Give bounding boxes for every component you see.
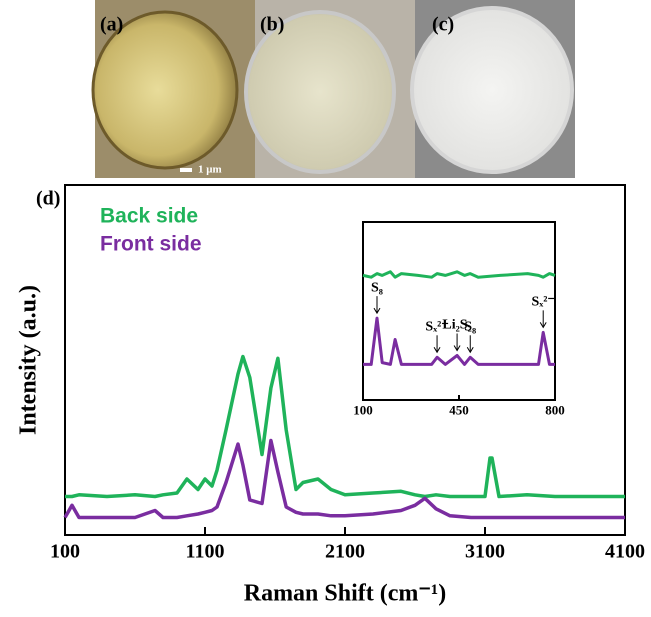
x-tick-label: 800 bbox=[545, 403, 565, 418]
panel-label: (b) bbox=[260, 14, 284, 36]
scale-bar-label: 1 μm bbox=[198, 164, 222, 176]
x-tick-label: 100 bbox=[50, 541, 80, 563]
x-axis-label: Raman Shift (cm⁻¹) bbox=[244, 581, 447, 607]
x-tick-label: 1100 bbox=[186, 541, 225, 563]
panel-label: (d) bbox=[36, 188, 60, 210]
annotation: S₈ bbox=[371, 280, 383, 295]
x-tick-label: 3100 bbox=[465, 541, 505, 563]
x-tick-label: 4100 bbox=[605, 541, 645, 563]
y-axis-label: Intensity (a.u.) bbox=[16, 285, 42, 435]
panel-label: (a) bbox=[100, 14, 123, 36]
legend-label: Front side bbox=[100, 233, 202, 256]
x-tick-label: 450 bbox=[449, 403, 469, 418]
panel-label: (c) bbox=[432, 14, 454, 36]
x-tick-label: 2100 bbox=[325, 541, 365, 563]
scale-bar bbox=[180, 168, 192, 172]
plot-frame bbox=[363, 222, 555, 400]
figure: (a) (b) (c) 1 μm 100 1100 2100 3100 4100 Rama… bbox=[0, 0, 651, 617]
legend-label: Back side bbox=[100, 205, 198, 228]
x-tick-label: 100 bbox=[353, 403, 373, 418]
photo-b bbox=[246, 12, 394, 172]
annotation: S₈ bbox=[464, 319, 476, 334]
page: (a) (b) (c) 1 μm 100 1100 2100 3100 4100 Rama… bbox=[0, 0, 651, 617]
annotation: Sₓ²⁻ bbox=[532, 295, 555, 310]
